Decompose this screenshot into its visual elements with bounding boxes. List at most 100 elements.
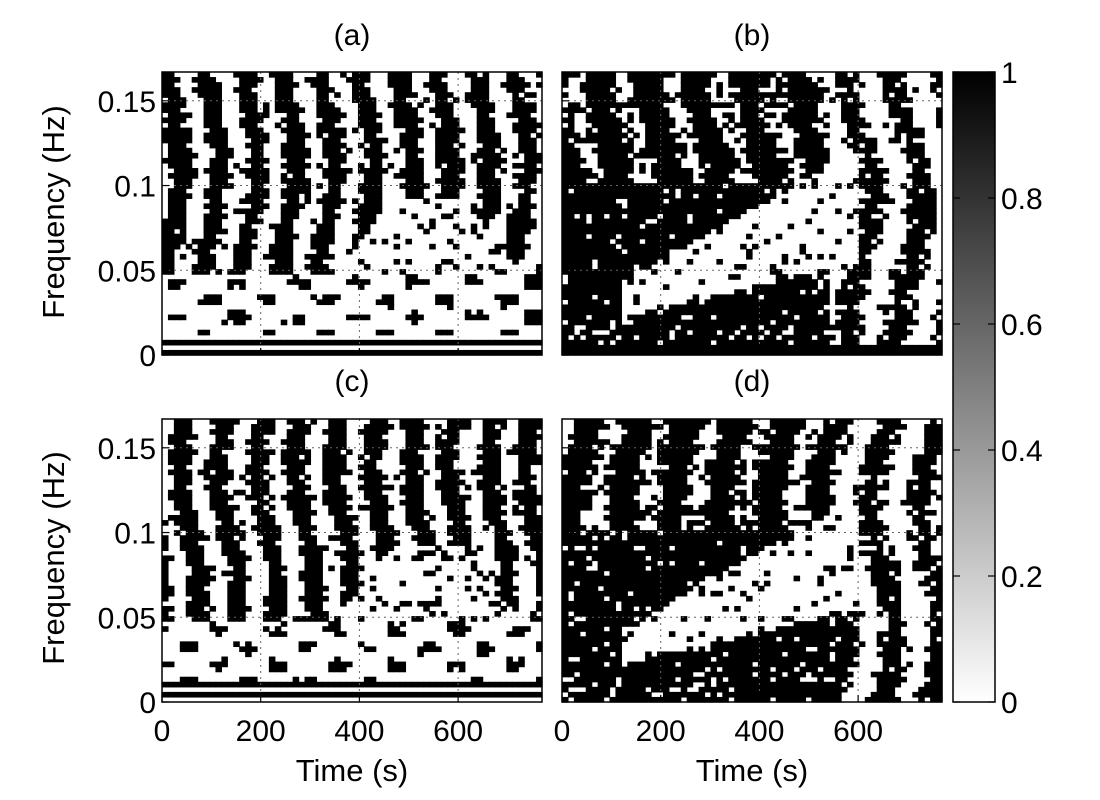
heatmap-cell <box>464 540 472 546</box>
heatmap-cell <box>476 152 484 159</box>
heatmap-cell <box>567 142 575 149</box>
heatmap-cell <box>435 484 442 491</box>
heatmap-cell <box>894 274 902 280</box>
heatmap-cell <box>221 525 228 531</box>
heatmap-cell <box>423 228 430 235</box>
heatmap-cell <box>858 208 866 215</box>
heatmap-cell <box>597 102 605 108</box>
heatmap-cell <box>876 198 884 204</box>
heatmap-cell <box>835 309 842 316</box>
heatmap-cell <box>674 238 682 245</box>
heatmap-cell <box>215 157 222 164</box>
heatmap-cell <box>215 469 222 476</box>
heatmap-cell <box>292 208 300 215</box>
heatmap-cell <box>447 213 454 220</box>
heatmap-cell <box>470 349 478 356</box>
heatmap-cell <box>562 329 569 336</box>
heatmap-cell <box>692 203 700 210</box>
heatmap-cell <box>858 198 866 204</box>
heatmap-cell <box>651 203 658 210</box>
heatmap-cell <box>251 127 258 134</box>
heatmap-cell <box>585 92 593 98</box>
heatmap-cell <box>710 142 717 149</box>
heatmap-cell <box>562 77 569 83</box>
heatmap-cell <box>692 324 700 331</box>
heatmap-cell <box>411 142 418 149</box>
heatmap-cell <box>399 122 407 129</box>
heatmap-cell <box>286 117 294 124</box>
heatmap-cell <box>464 349 472 356</box>
heatmap-cell <box>411 193 418 199</box>
heatmap-cell <box>262 329 270 336</box>
heatmap-cell <box>562 294 569 301</box>
heatmap-cell <box>179 152 187 159</box>
heatmap-cell <box>322 142 329 149</box>
heatmap-cell <box>352 233 359 240</box>
heatmap-cell <box>328 228 335 235</box>
heatmap-cell <box>530 484 537 491</box>
heatmap-cell <box>500 525 507 531</box>
heatmap-cell <box>894 284 902 290</box>
heatmap-cell <box>603 127 611 134</box>
heatmap-cell <box>209 127 217 134</box>
heatmap-cell <box>369 469 377 476</box>
heatmap-cell <box>609 349 617 356</box>
heatmap-cell <box>221 570 228 577</box>
heatmap-cell <box>352 339 359 346</box>
heatmap-cell <box>894 324 902 331</box>
heatmap-cell <box>847 92 854 98</box>
heatmap-cell <box>482 474 490 481</box>
heatmap-cell <box>209 198 217 204</box>
heatmap-cell <box>562 324 569 331</box>
heatmap-cell <box>752 72 759 78</box>
heatmap-cell <box>500 560 507 567</box>
heatmap-cell <box>530 504 537 511</box>
heatmap-cell <box>215 112 222 119</box>
heatmap-cell <box>215 504 222 511</box>
heatmap-cell <box>197 82 205 88</box>
heatmap-cell <box>524 112 531 119</box>
heatmap-cell <box>811 344 818 351</box>
heatmap-cell <box>734 82 741 88</box>
heatmap-cell <box>668 178 676 184</box>
heatmap-cell <box>167 494 175 501</box>
heatmap-cell <box>894 299 902 306</box>
heatmap-cell <box>494 545 502 551</box>
heatmap-cell <box>876 344 884 351</box>
heatmap-cell <box>417 509 424 516</box>
heatmap-cell <box>239 489 246 496</box>
heatmap-cell <box>482 112 490 119</box>
heatmap-cell <box>567 284 575 290</box>
heatmap-cell <box>651 198 658 204</box>
heatmap-cell <box>585 132 593 139</box>
heatmap-cell <box>645 127 652 134</box>
heatmap-cell <box>375 178 383 184</box>
heatmap-cell <box>304 550 312 557</box>
heatmap-cell <box>518 117 525 124</box>
heatmap-cell <box>352 570 359 577</box>
heatmap-cell <box>185 459 193 466</box>
heatmap-cell <box>429 77 436 83</box>
heatmap-cell <box>906 97 913 103</box>
heatmap-cell <box>280 449 288 455</box>
heatmap-cell <box>692 208 700 215</box>
heatmap-cell <box>262 439 270 445</box>
heatmap-cell <box>680 243 688 250</box>
heatmap-cell <box>668 198 676 204</box>
heatmap-cell <box>167 434 175 440</box>
heatmap-cell <box>698 344 706 351</box>
heatmap-cell <box>441 168 448 174</box>
heatmap-cell <box>763 339 771 346</box>
heatmap-cell <box>597 289 605 295</box>
heatmap-cell <box>435 269 442 275</box>
heatmap-cell <box>763 137 771 144</box>
heatmap-cell <box>452 509 460 516</box>
heatmap-cell <box>781 188 789 194</box>
heatmap-cell <box>692 142 700 149</box>
heatmap-cell <box>280 605 288 612</box>
heatmap-cell <box>423 540 430 546</box>
heatmap-cell <box>609 142 617 149</box>
heatmap-cell <box>852 279 860 285</box>
heatmap-cell <box>894 309 902 316</box>
heatmap-cell <box>775 87 783 93</box>
